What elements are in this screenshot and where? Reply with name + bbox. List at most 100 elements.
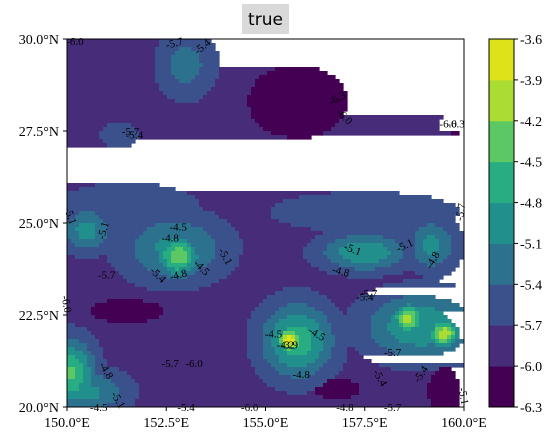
contour-cell (263, 331, 272, 336)
contour-cell (175, 51, 200, 56)
contour-cell (315, 359, 328, 364)
contour-cell (295, 339, 300, 344)
contour-cell (67, 331, 92, 336)
contour-cell (335, 375, 432, 380)
contour-cell (155, 75, 176, 80)
contour-label: -4.8 (336, 402, 354, 414)
contour-cell (419, 319, 452, 324)
contour-cell (247, 343, 264, 348)
contour-cell (107, 235, 140, 240)
contour-cell (243, 239, 312, 244)
contour-cell (331, 191, 400, 196)
contour-cell (455, 327, 460, 332)
contour-cell (251, 311, 276, 316)
contour-cell (211, 235, 240, 240)
contour-cell (427, 395, 460, 400)
contour-cell (427, 387, 460, 392)
contour-cell (447, 231, 464, 236)
colorbar-tick-label: -4.8 (520, 197, 542, 212)
contour-cell (323, 311, 344, 316)
title-box (242, 4, 289, 34)
contour-cell (347, 243, 384, 248)
contour-cell (347, 307, 380, 312)
contour-cell (175, 247, 184, 252)
contour-cell (67, 299, 108, 304)
contour-cell (327, 315, 372, 320)
contour-cell (439, 247, 452, 252)
contour-cell (415, 315, 420, 320)
contour-cell (67, 127, 104, 132)
contour-cell (119, 367, 256, 372)
contour-cell (343, 363, 380, 368)
contour-cell (279, 343, 284, 348)
contour-cell (199, 287, 284, 292)
contour-cell (311, 335, 324, 340)
contour-cell (383, 235, 416, 240)
contour-cell (271, 131, 324, 136)
contour-cell (71, 219, 104, 224)
contour-cell (327, 319, 372, 324)
contour-cell (247, 103, 348, 108)
contour-cell (191, 255, 200, 260)
contour-cell (275, 323, 320, 328)
contour-cell (187, 243, 192, 248)
contour-cell (171, 55, 200, 60)
contour-cell (75, 367, 84, 372)
contour-cell (175, 267, 180, 272)
contour-cell (83, 367, 92, 372)
contour-cell (339, 263, 392, 268)
contour-cell (347, 235, 384, 240)
contour-label: -6.3 (447, 119, 465, 131)
contour-cell (411, 327, 436, 332)
contour-cell (67, 247, 136, 252)
contour-cell (107, 363, 252, 368)
contour-cell (67, 351, 84, 356)
contour-cell (67, 91, 164, 96)
contour-cell (231, 223, 292, 228)
colorbar-segment (489, 120, 514, 163)
colorbar-frame (488, 38, 515, 408)
contour-cell (67, 255, 76, 260)
contour-cell (319, 267, 356, 272)
contour-cell (339, 119, 440, 124)
contour-cell (79, 211, 96, 216)
contour-cell (287, 351, 308, 356)
contour-cell (291, 335, 296, 340)
contour-cell (427, 223, 436, 228)
contour-cell (99, 215, 220, 220)
contour-label: -5.1 (61, 206, 78, 226)
contour-cell (303, 247, 328, 252)
contour-cell (115, 383, 140, 388)
contour-cell (435, 331, 440, 336)
contour-cell (267, 319, 280, 324)
contour-cell (167, 247, 176, 252)
contour-cell (455, 331, 460, 336)
contour-cell (115, 399, 136, 404)
contour-cell (211, 283, 384, 288)
contour-cell (275, 387, 316, 392)
contour-cell (343, 115, 444, 120)
contour-cell (339, 251, 392, 256)
contour-cell (103, 347, 248, 352)
contour-cell (107, 231, 144, 236)
contour-cell (287, 135, 312, 140)
contour-cell (391, 367, 440, 372)
contour-label: -6.0 (59, 295, 74, 315)
contour-cell (67, 183, 96, 188)
contour-cell (283, 347, 288, 352)
contour-cell (67, 111, 252, 116)
contour-cell (435, 343, 452, 348)
contour-cell (67, 47, 156, 52)
contour-cell (375, 311, 396, 316)
contour-cell (107, 319, 148, 324)
contour-cell (415, 319, 420, 324)
contour-cell (87, 343, 100, 348)
contour-cell (107, 143, 132, 148)
contour-cell (175, 75, 196, 80)
contour-cell (203, 227, 236, 232)
contour-cell (271, 207, 460, 212)
contour-cell (247, 355, 264, 360)
contour-cell (355, 267, 376, 272)
contour-cell (135, 399, 432, 404)
contour-label: -4.5 (265, 328, 283, 340)
